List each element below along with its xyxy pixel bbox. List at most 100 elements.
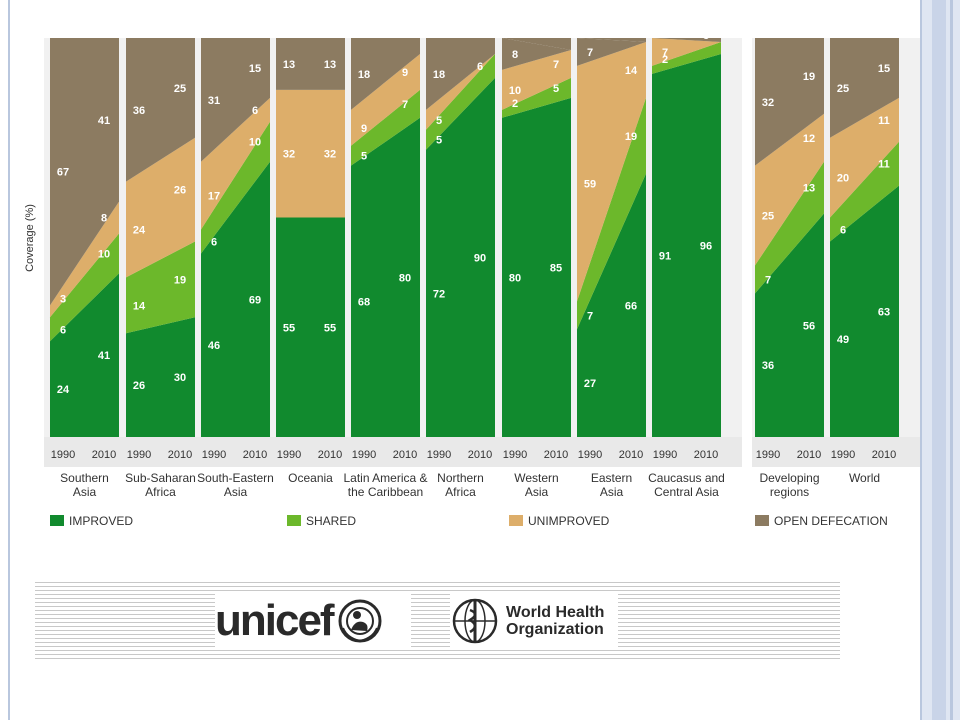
region-label-eastern-asia-line-1: Eastern bbox=[591, 471, 632, 485]
value-label-developing-regions-improved-1990: 36 bbox=[762, 360, 774, 372]
area-developing-regions-improved bbox=[755, 213, 824, 437]
value-label-eastern-asia-improved-2010: 66 bbox=[625, 300, 637, 312]
value-label-world-shared-1990: 6 bbox=[840, 225, 846, 237]
value-label-southern-asia-improved-1990: 24 bbox=[57, 384, 70, 396]
region-label-caucasus-and-central-asia-line-2: Central Asia bbox=[654, 485, 719, 499]
legend-swatch-unimproved bbox=[509, 515, 523, 526]
region-label-southern-asia-line-2: Asia bbox=[73, 485, 97, 499]
tick-label-eastern-asia-2010: 2010 bbox=[619, 449, 643, 461]
value-label-oceania-improved-2010: 55 bbox=[324, 322, 336, 334]
area-western-asia-unimproved bbox=[502, 49, 571, 110]
tick-label-northern-africa-1990: 1990 bbox=[427, 449, 451, 461]
value-label-caucasus-and-central-asia-unimproved-1990: 7 bbox=[662, 47, 668, 59]
value-label-oceania-unimproved-2010: 32 bbox=[324, 149, 336, 161]
value-label-latin-america-and-the-caribbean-shared-1990: 5 bbox=[361, 151, 367, 163]
area-world-open-defecation bbox=[830, 38, 899, 138]
area-caucasus-and-central-asia-shared bbox=[652, 41, 721, 74]
region-label-southern-asia-line-1: Southern bbox=[60, 471, 109, 485]
area-caucasus-and-central-asia-unimproved bbox=[652, 38, 721, 66]
y-axis-label: Coverage (%) bbox=[24, 204, 36, 272]
area-sub-saharan-africa-unimproved bbox=[126, 137, 195, 278]
tick-label-caucasus-and-central-asia-1990: 1990 bbox=[653, 449, 677, 461]
value-label-western-asia-shared-1990: 2 bbox=[512, 98, 518, 110]
value-label-developing-regions-unimproved-2010: 12 bbox=[803, 133, 815, 145]
footer-decoration bbox=[35, 582, 840, 660]
value-label-latin-america-and-the-caribbean-open-defecation-2010: 4 bbox=[402, 26, 409, 38]
area-south-eastern-asia-open-defecation bbox=[201, 38, 270, 162]
tick-label-western-asia-2010: 2010 bbox=[544, 449, 568, 461]
slide-frame-left bbox=[8, 0, 10, 720]
value-label-northern-africa-open-defecation-2010: 4 bbox=[477, 26, 484, 38]
value-label-western-asia-shared-2010: 5 bbox=[553, 83, 559, 95]
region-label-sub-saharan-africa-line-1: Sub-Saharan bbox=[125, 471, 196, 485]
area-western-asia-shared bbox=[502, 77, 571, 118]
region-label-latin-america-and-the-caribbean-line-2: the Caribbean bbox=[348, 485, 423, 499]
region-label-western-asia-line-1: Western bbox=[514, 471, 558, 485]
tick-label-oceania-2010: 2010 bbox=[318, 449, 342, 461]
area-sub-saharan-africa-improved bbox=[126, 317, 195, 437]
value-label-world-improved-1990: 49 bbox=[837, 334, 849, 346]
value-label-sub-saharan-africa-improved-1990: 26 bbox=[133, 380, 145, 392]
region-label-oceania-line-1: Oceania bbox=[288, 471, 333, 485]
tick-label-developing-regions-1990: 1990 bbox=[756, 449, 780, 461]
area-world-improved bbox=[830, 185, 899, 437]
tick-label-southern-asia-2010: 2010 bbox=[92, 449, 116, 461]
region-label-world-line-1: World bbox=[849, 471, 880, 485]
who-logo: World Health Organization bbox=[450, 594, 618, 648]
area-eastern-asia-improved bbox=[577, 173, 646, 437]
tick-label-caucasus-and-central-asia-2010: 2010 bbox=[694, 449, 718, 461]
value-label-world-open-defecation-1990: 25 bbox=[837, 83, 849, 95]
area-eastern-asia-shared bbox=[577, 97, 646, 330]
tick-label-south-eastern-asia-2010: 2010 bbox=[243, 449, 267, 461]
area-eastern-asia-remainder bbox=[577, 38, 646, 42]
value-label-western-asia-open-defecation-1990: 8 bbox=[512, 49, 518, 61]
legend-label-unimproved: UNIMPROVED bbox=[528, 514, 610, 528]
value-label-south-eastern-asia-unimproved-1990: 17 bbox=[208, 191, 220, 203]
value-label-world-improved-2010: 63 bbox=[878, 306, 890, 318]
area-southern-asia-open-defecation bbox=[50, 38, 119, 306]
value-label-caucasus-and-central-asia-shared-2010: 3 bbox=[703, 30, 709, 42]
area-latin-america-and-the-caribbean-open-defecation bbox=[351, 38, 420, 110]
tick-label-developing-regions-2010: 2010 bbox=[797, 449, 821, 461]
value-label-southern-asia-open-defecation-2010: 41 bbox=[98, 115, 110, 127]
area-latin-america-and-the-caribbean-unimproved bbox=[351, 53, 420, 146]
area-oceania-unimproved bbox=[276, 89, 345, 218]
value-label-southern-asia-unimproved-2010: 8 bbox=[101, 213, 107, 225]
area-northern-africa-unimproved bbox=[426, 53, 495, 130]
value-label-southern-asia-open-defecation-1990: 67 bbox=[57, 167, 69, 179]
value-label-southern-asia-unimproved-1990: 3 bbox=[60, 293, 66, 305]
region-label-eastern-asia-line-2: Asia bbox=[600, 485, 624, 499]
value-label-world-open-defecation-2010: 15 bbox=[878, 63, 890, 75]
area-northern-africa-shared bbox=[426, 53, 495, 150]
value-label-western-asia-improved-2010: 85 bbox=[550, 262, 562, 274]
value-label-sub-saharan-africa-open-defecation-1990: 36 bbox=[133, 105, 145, 117]
region-label-south-eastern-asia-line-1: South-Eastern bbox=[197, 471, 274, 485]
value-label-developing-regions-unimproved-1990: 25 bbox=[762, 211, 774, 223]
value-label-south-eastern-asia-unimproved-2010: 6 bbox=[252, 105, 258, 117]
area-latin-america-and-the-caribbean-improved bbox=[351, 117, 420, 438]
value-label-northern-africa-improved-1990: 72 bbox=[433, 288, 445, 300]
value-label-developing-regions-open-defecation-1990: 32 bbox=[762, 97, 774, 109]
area-northern-africa-improved bbox=[426, 77, 495, 438]
legend-swatch-improved bbox=[50, 515, 64, 526]
region-label-south-eastern-asia-line-2: Asia bbox=[224, 485, 248, 499]
region-label-western-asia-line-2: Asia bbox=[525, 485, 549, 499]
value-label-northern-africa-shared-1990: 5 bbox=[436, 135, 442, 147]
tick-label-world-2010: 2010 bbox=[872, 449, 896, 461]
value-label-latin-america-and-the-caribbean-shared-2010: 7 bbox=[402, 99, 408, 111]
region-label-northern-africa-line-2: Africa bbox=[445, 485, 476, 499]
area-developing-regions-open-defecation bbox=[755, 38, 824, 166]
value-label-caucasus-and-central-asia-improved-1990: 91 bbox=[659, 250, 671, 262]
value-label-developing-regions-shared-2010: 13 bbox=[803, 183, 815, 195]
value-label-eastern-asia-improved-1990: 27 bbox=[584, 378, 596, 390]
value-label-world-unimproved-1990: 20 bbox=[837, 173, 849, 185]
value-label-oceania-open-defecation-2010: 13 bbox=[324, 59, 336, 71]
value-label-latin-america-and-the-caribbean-unimproved-1990: 9 bbox=[361, 123, 367, 135]
value-label-sub-saharan-africa-unimproved-1990: 24 bbox=[133, 225, 146, 237]
value-label-southern-asia-shared-1990: 6 bbox=[60, 324, 66, 336]
unicef-logo: unicef bbox=[215, 594, 411, 648]
who-name-line1: World Health bbox=[506, 604, 605, 621]
tick-label-eastern-asia-1990: 1990 bbox=[578, 449, 602, 461]
legend-swatch-open-defecation bbox=[755, 515, 769, 526]
